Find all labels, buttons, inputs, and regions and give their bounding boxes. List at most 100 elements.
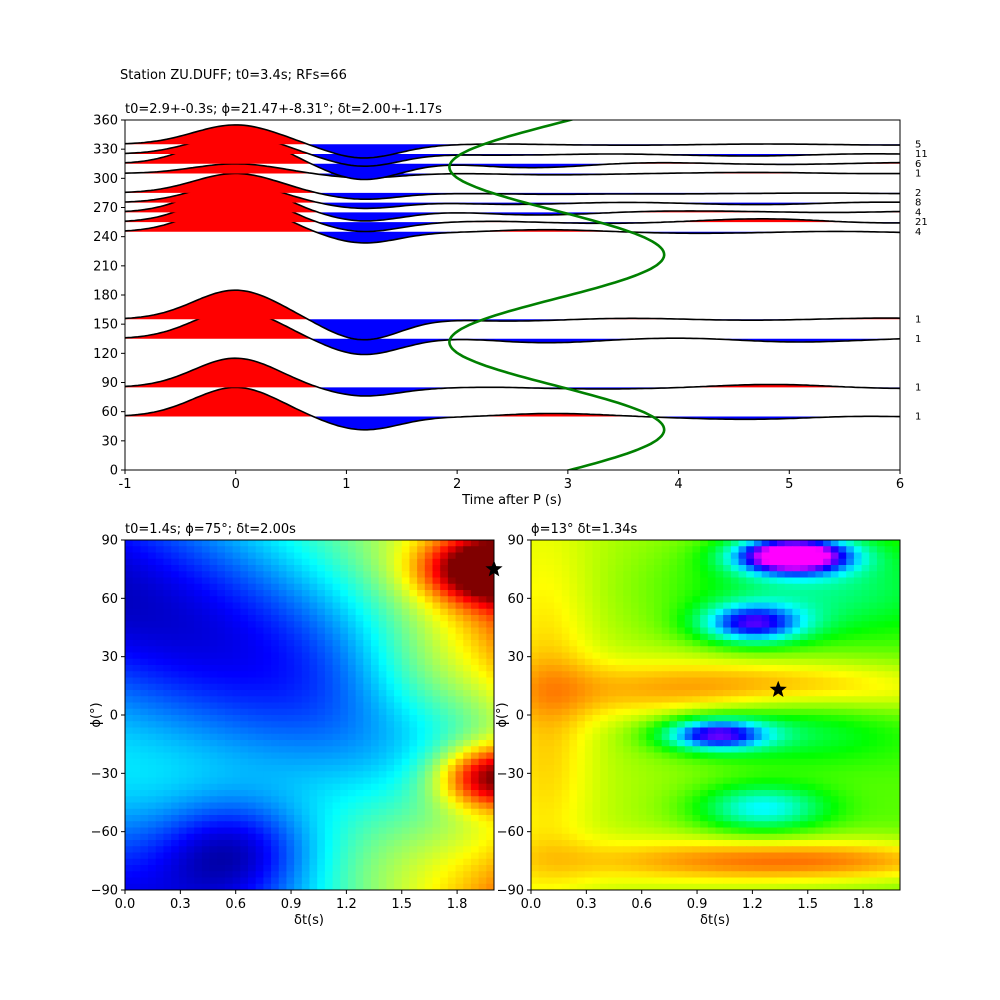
heatmap-cell — [194, 727, 203, 735]
heatmap-cell — [232, 865, 241, 872]
heatmap-cell — [386, 690, 395, 697]
heatmap-cell — [569, 752, 578, 760]
heatmap-cell — [777, 733, 786, 741]
heatmap-cell — [569, 577, 578, 585]
heatmap-cell — [677, 577, 686, 585]
heatmap-cell — [286, 777, 295, 785]
heatmap-cell — [324, 696, 334, 704]
heatmap-cell — [294, 758, 303, 766]
heatmap-cell — [363, 815, 372, 822]
heatmap-cell — [669, 540, 678, 547]
heatmap-cell — [615, 615, 624, 622]
heatmap-cell — [132, 583, 141, 591]
heatmap-cell — [294, 740, 303, 747]
heatmap-cell — [248, 627, 257, 635]
heatmap-cell — [554, 546, 563, 554]
heatmap-cell — [792, 546, 801, 554]
heatmap-cell — [470, 746, 480, 754]
heatmap-cell — [554, 752, 563, 760]
heatmap-cell — [892, 658, 900, 666]
heatmap-cell — [201, 858, 211, 866]
heatmap-cell — [178, 765, 188, 772]
heatmap-cell — [125, 715, 134, 722]
heatmap-cell — [263, 640, 272, 647]
heatmap-cell — [447, 565, 457, 572]
heatmap-cell — [646, 783, 655, 791]
heatmap-cell — [561, 658, 571, 666]
heatmap-cell — [623, 708, 632, 716]
heatmap-cell — [607, 808, 617, 816]
heatmap-cell — [194, 708, 203, 716]
heatmap-cell — [677, 815, 686, 822]
heatmap-cell — [432, 671, 441, 679]
heatmap-cell — [584, 683, 594, 691]
heatmap-cell — [769, 708, 778, 716]
heatmap-cell — [784, 608, 793, 616]
heatmap-cell — [155, 765, 165, 772]
heatmap-cell — [347, 646, 357, 654]
heatmap-cell — [561, 646, 571, 654]
heatmap-cell — [278, 852, 288, 860]
heatmap-cell — [186, 583, 195, 591]
heatmap-cell — [163, 852, 172, 860]
heatmap-cell — [554, 577, 563, 585]
heatmap-cell — [148, 652, 157, 660]
heatmap-cell — [317, 858, 326, 866]
heatmap-cell — [201, 602, 211, 610]
heatmap-cell — [440, 877, 449, 885]
heatmap-cell — [194, 640, 203, 647]
heatmap-cell — [463, 665, 472, 672]
heatmap-cell — [224, 783, 234, 791]
heatmap-cell — [255, 846, 264, 854]
heatmap-cell — [531, 740, 540, 747]
heatmap-cell — [332, 783, 341, 791]
heatmap-cell — [669, 671, 678, 679]
heatmap-cell — [201, 546, 211, 554]
heatmap-cell — [884, 558, 893, 566]
heatmap-cell — [600, 808, 609, 816]
heatmap-cell — [371, 702, 380, 710]
heatmap-cell — [309, 602, 318, 610]
heatmap-cell — [815, 783, 824, 791]
heatmap-cell — [340, 677, 349, 685]
heatmap-cell — [232, 721, 241, 729]
heatmap-cell — [132, 740, 141, 747]
heatmap-cell — [248, 608, 257, 616]
heatmap-cell — [684, 583, 694, 591]
heatmap-cell — [600, 677, 609, 685]
heatmap-cell — [815, 702, 824, 710]
heatmap-cell — [546, 790, 555, 797]
heatmap-cell — [807, 665, 817, 672]
heatmap-cell — [630, 608, 640, 616]
heatmap-cell — [630, 627, 640, 635]
heatmap-cell — [294, 665, 303, 672]
heatmap-cell — [470, 546, 480, 554]
heatmap-cell — [324, 690, 334, 697]
heatmap-cell — [692, 702, 701, 710]
heatmap-cell — [278, 621, 288, 629]
heatmap-cell — [761, 783, 770, 791]
heatmap-cell — [607, 596, 617, 604]
heatmap-cell — [301, 877, 311, 885]
heatmap-cell — [807, 758, 817, 766]
heatmap-cell — [255, 783, 264, 791]
heatmap-cell — [409, 683, 418, 691]
heatmap-cell — [884, 690, 893, 697]
heatmap-cell — [317, 815, 326, 822]
heatmap-cell — [569, 652, 578, 660]
heatmap-cell — [309, 708, 318, 716]
heatmap-cell — [324, 765, 334, 772]
heatmap-cell — [684, 815, 694, 822]
heatmap-cell — [753, 671, 763, 679]
heatmap-cell — [592, 740, 601, 747]
heatmap-cell — [478, 715, 487, 722]
heatmap-cell — [209, 858, 218, 866]
heatmap-cell — [378, 633, 387, 641]
heatmap-cell — [286, 746, 295, 754]
heatmap-cell — [132, 746, 141, 754]
heatmap-cell — [478, 571, 487, 579]
heatmap-cell — [248, 840, 257, 847]
heatmap-cell — [538, 808, 547, 816]
heatmap-cell — [278, 777, 288, 785]
heatmap-cell — [178, 865, 188, 872]
